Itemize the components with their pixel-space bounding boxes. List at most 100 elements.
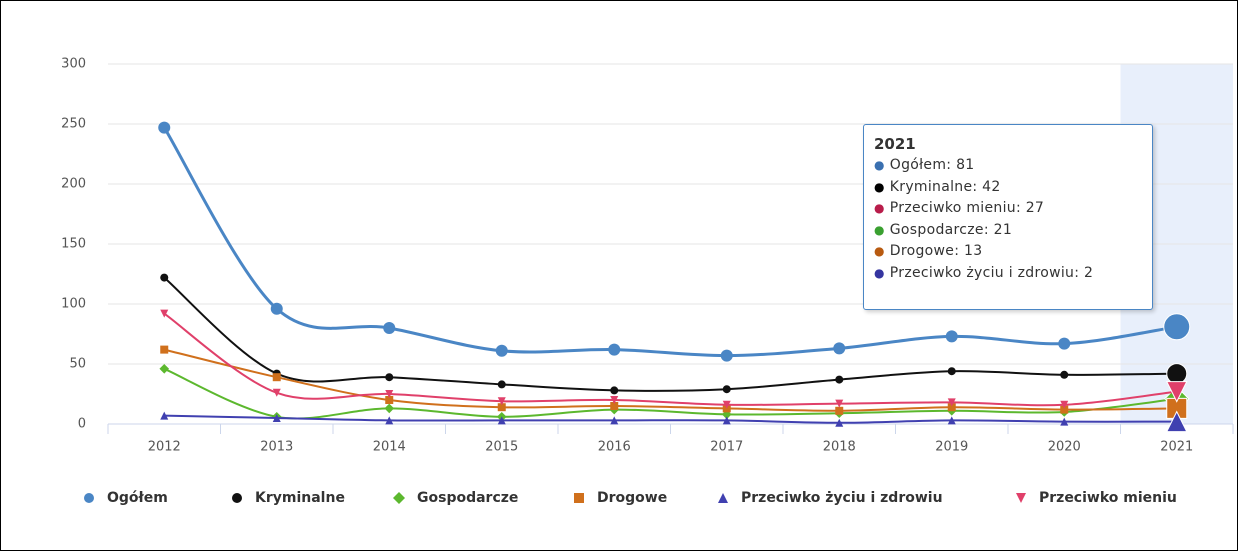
marker bbox=[232, 493, 242, 503]
marker bbox=[497, 403, 506, 412]
legend-label: Gospodarcze bbox=[417, 490, 518, 506]
tooltip-name: Ogółem bbox=[889, 157, 947, 173]
tooltip-value: 21 bbox=[993, 221, 1013, 238]
legend-label: Przeciwko mieniu bbox=[1039, 490, 1177, 506]
marker bbox=[722, 385, 731, 394]
marker bbox=[610, 402, 619, 410]
tooltip-dot: ● bbox=[874, 158, 885, 172]
marker bbox=[497, 380, 506, 389]
marker bbox=[835, 406, 844, 415]
marker bbox=[722, 416, 731, 425]
marker bbox=[383, 322, 396, 334]
legend-item: Ogółem bbox=[84, 490, 168, 506]
series-line bbox=[164, 348, 1177, 412]
marker bbox=[610, 396, 619, 404]
marker bbox=[945, 330, 958, 343]
x-tick-label: 2019 bbox=[935, 440, 968, 455]
marker bbox=[1060, 417, 1069, 426]
tooltip-row: ● Przeciwko życiu i zdrowiu: 2 bbox=[874, 264, 1094, 281]
marker bbox=[1016, 493, 1026, 503]
y-tick-label: 100 bbox=[61, 297, 86, 312]
x-tick-label: 2017 bbox=[710, 440, 743, 455]
tooltip-dot: ● bbox=[874, 179, 885, 194]
y-tick-label: 50 bbox=[69, 357, 86, 372]
series-line bbox=[162, 126, 1177, 358]
marker bbox=[835, 375, 844, 384]
marker bbox=[1060, 405, 1069, 414]
legend-item: Kryminalne bbox=[232, 490, 345, 506]
x-tick-label: 2021 bbox=[1160, 440, 1193, 455]
marker bbox=[385, 373, 394, 382]
legend-label: Ogółem bbox=[107, 490, 168, 506]
marker bbox=[835, 418, 844, 427]
marker bbox=[1060, 400, 1069, 409]
tooltip-name: Kryminalne bbox=[889, 178, 973, 195]
marker bbox=[574, 493, 584, 503]
series-line bbox=[163, 276, 1177, 392]
legend-label: Przeciwko życiu i zdrowiu bbox=[741, 490, 943, 506]
marker bbox=[718, 493, 728, 503]
y-tick-label: 300 bbox=[61, 57, 86, 72]
tooltip: 2021 ● Ogółem: 81 ● Kryminalne: 42 ● Przeciwko… bbox=[863, 124, 1153, 310]
marker bbox=[720, 349, 733, 362]
tooltip-dot: ● bbox=[874, 244, 885, 259]
legend-item: Przeciwko życiu i zdrowiu bbox=[718, 490, 943, 506]
marker bbox=[835, 399, 844, 408]
marker bbox=[159, 364, 170, 374]
marker bbox=[160, 309, 169, 318]
tooltip-name: Przeciwko mieniu bbox=[889, 200, 1016, 217]
marker bbox=[385, 396, 394, 404]
tooltip-name: Gospodarcze bbox=[889, 221, 984, 238]
marker bbox=[272, 373, 281, 382]
marker bbox=[947, 416, 956, 425]
tooltip-value: 42 bbox=[982, 178, 1001, 195]
marker bbox=[270, 302, 283, 315]
tooltip-name: Drogowe bbox=[889, 243, 955, 260]
legend-item: Gospodarcze bbox=[393, 490, 518, 506]
tooltip-dot: ● bbox=[874, 201, 885, 216]
legend-label: Drogowe bbox=[597, 490, 667, 506]
x-tick-label: 2013 bbox=[260, 440, 293, 455]
x-tick-label: 2015 bbox=[485, 440, 518, 455]
series-line bbox=[164, 414, 1177, 424]
marker bbox=[495, 344, 508, 357]
tooltip-name: Przeciwko życiu i zdrowiu bbox=[889, 264, 1075, 281]
marker bbox=[497, 397, 506, 406]
tooltip-dot: ● bbox=[874, 265, 885, 280]
marker bbox=[160, 345, 169, 354]
tooltip-row: ● Drogowe: 13 bbox=[874, 243, 983, 260]
x-tick-label: 2012 bbox=[148, 440, 181, 455]
x-tick-label: 2020 bbox=[1048, 440, 1081, 455]
marker bbox=[947, 403, 956, 412]
marker bbox=[160, 411, 169, 420]
series-line bbox=[163, 367, 1177, 420]
marker bbox=[1166, 363, 1188, 385]
legend-item: Przeciwko mieniu bbox=[1016, 490, 1177, 506]
y-tick-label: 150 bbox=[61, 237, 86, 252]
marker bbox=[722, 400, 731, 409]
y-tick-label: 0 bbox=[78, 417, 86, 432]
tooltip-value: 2 bbox=[1083, 264, 1094, 281]
marker bbox=[1166, 397, 1188, 419]
marker bbox=[1163, 313, 1191, 341]
tooltip-row: ● Gospodarcze: 21 bbox=[874, 221, 1013, 238]
marker bbox=[384, 403, 395, 414]
marker bbox=[84, 493, 94, 503]
tooltip-row: ● Ogółem: 81 bbox=[874, 157, 975, 173]
marker bbox=[610, 386, 619, 395]
marker bbox=[272, 388, 281, 397]
x-tick-label: 2014 bbox=[373, 440, 406, 455]
marker bbox=[385, 390, 394, 398]
marker bbox=[1058, 337, 1071, 350]
marker bbox=[833, 342, 846, 355]
legend-label: Kryminalne bbox=[255, 490, 345, 506]
marker bbox=[160, 273, 169, 282]
marker bbox=[610, 416, 619, 425]
tooltip-row: ● Przeciwko mieniu: 27 bbox=[874, 200, 1045, 217]
marker bbox=[393, 492, 405, 504]
marker bbox=[1165, 410, 1188, 433]
legend-item: Drogowe bbox=[574, 490, 667, 506]
marker bbox=[721, 409, 732, 420]
marker bbox=[158, 121, 171, 134]
